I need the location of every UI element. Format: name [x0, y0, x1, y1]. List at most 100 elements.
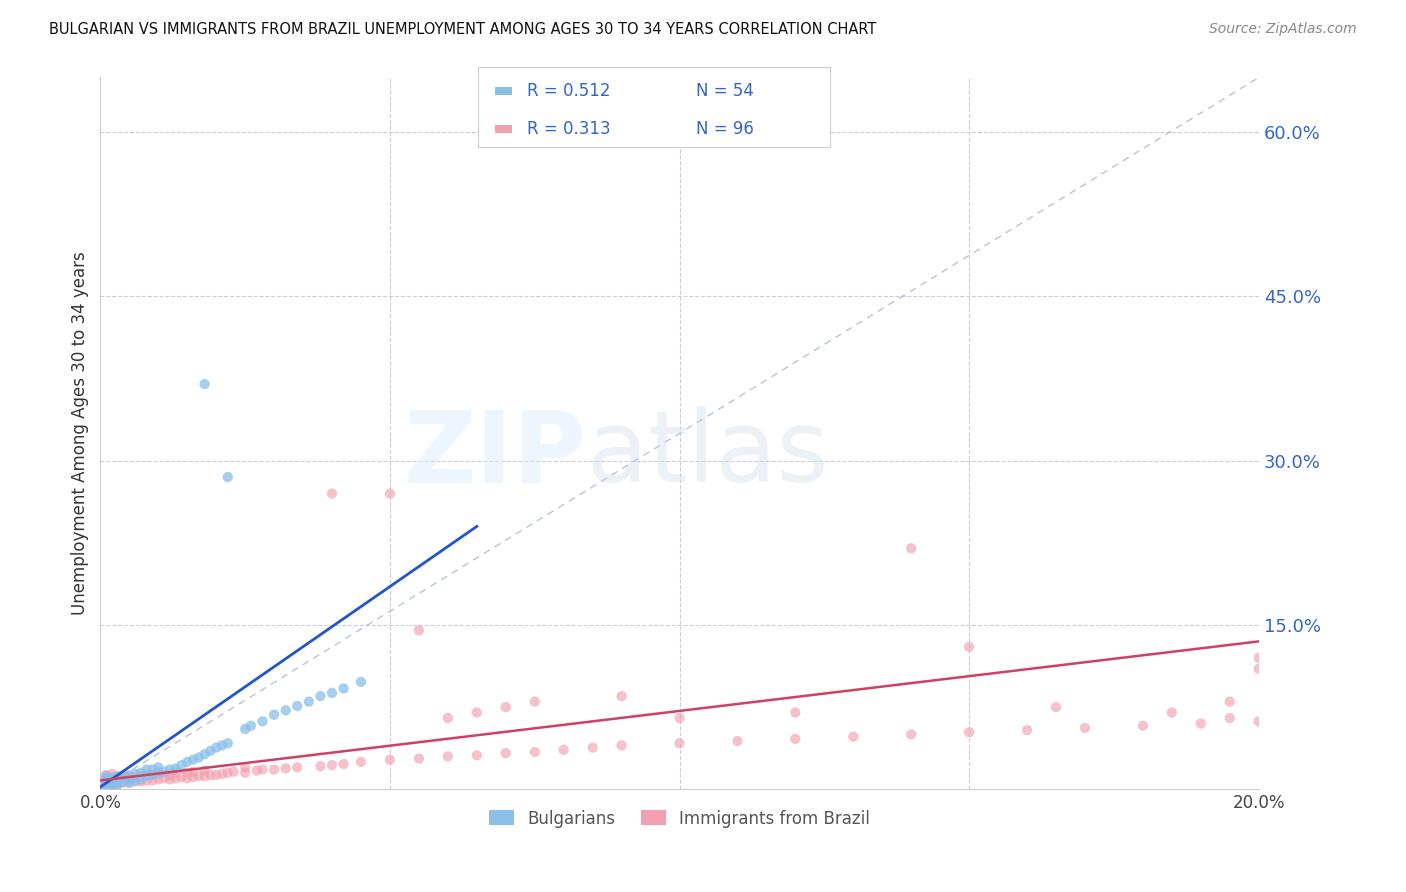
Text: Source: ZipAtlas.com: Source: ZipAtlas.com [1209, 22, 1357, 37]
Point [135, 769, 157, 783]
Point [1160, 706, 1182, 720]
Point [118, 769, 141, 783]
Point [101, 767, 124, 781]
Point [176, 771, 198, 785]
Point [495, 746, 517, 760]
Point [321, 686, 343, 700]
Point [148, 760, 170, 774]
Point [668, 711, 690, 725]
Point [957, 725, 980, 739]
Point [159, 772, 181, 787]
Point [194, 747, 217, 761]
Point [107, 775, 129, 789]
Point [135, 768, 157, 782]
Point [222, 764, 245, 779]
Point [135, 773, 157, 788]
Point [94, 768, 117, 782]
Point [101, 770, 124, 784]
Point [1074, 721, 1097, 735]
Point [252, 714, 274, 729]
Point [217, 736, 239, 750]
Point [107, 772, 129, 787]
Point [205, 768, 228, 782]
Point [118, 775, 141, 789]
Point [200, 744, 222, 758]
Point [181, 764, 204, 779]
Point [523, 745, 546, 759]
Point [309, 759, 332, 773]
Point [101, 779, 124, 793]
Point [118, 772, 141, 787]
Point [148, 765, 170, 780]
Point [408, 751, 430, 765]
Text: atlas: atlas [586, 406, 828, 503]
Point [141, 768, 163, 782]
Point [495, 700, 517, 714]
Point [378, 486, 401, 500]
Point [285, 698, 308, 713]
Point [350, 674, 373, 689]
Point [900, 727, 922, 741]
Point [321, 758, 343, 772]
Point [159, 768, 181, 782]
Legend: Bulgarians, Immigrants from Brazil: Bulgarians, Immigrants from Brazil [482, 803, 876, 834]
Point [176, 765, 198, 780]
Point [1015, 723, 1038, 737]
Point [217, 765, 239, 780]
Point [900, 541, 922, 556]
Point [233, 765, 256, 780]
Point [94, 779, 117, 793]
Point [101, 777, 124, 791]
Point [727, 734, 749, 748]
Point [129, 765, 152, 780]
Point [118, 768, 141, 782]
Point [94, 771, 117, 785]
Point [112, 769, 135, 783]
Point [124, 770, 146, 784]
Point [118, 775, 141, 789]
Point [842, 730, 865, 744]
Point [200, 768, 222, 782]
Point [129, 774, 152, 789]
Point [89, 773, 111, 788]
Point [1132, 719, 1154, 733]
Point [153, 771, 176, 785]
Point [170, 770, 193, 784]
Point [465, 748, 488, 763]
Point [170, 758, 193, 772]
Text: R = 0.512: R = 0.512 [527, 82, 610, 101]
Point [233, 722, 256, 736]
Point [124, 773, 146, 788]
Text: BULGARIAN VS IMMIGRANTS FROM BRAZIL UNEMPLOYMENT AMONG AGES 30 TO 34 YEARS CORRE: BULGARIAN VS IMMIGRANTS FROM BRAZIL UNEM… [49, 22, 876, 37]
Point [285, 760, 308, 774]
Point [785, 706, 807, 720]
Point [298, 695, 321, 709]
Point [274, 761, 297, 775]
Point [135, 763, 157, 777]
Point [94, 774, 117, 789]
Point [263, 707, 285, 722]
Point [668, 736, 690, 750]
Point [211, 739, 233, 753]
Point [107, 770, 129, 784]
Point [1219, 695, 1241, 709]
Point [1247, 714, 1270, 729]
Point [523, 695, 546, 709]
Point [194, 377, 217, 392]
Point [610, 739, 633, 753]
Point [437, 749, 460, 764]
Point [148, 772, 170, 787]
Point [1219, 711, 1241, 725]
Point [148, 767, 170, 781]
Point [112, 772, 135, 787]
Point [211, 767, 233, 781]
Point [101, 779, 124, 793]
Point [94, 777, 117, 791]
Point [332, 757, 354, 772]
Point [101, 777, 124, 791]
Point [124, 774, 146, 789]
Point [239, 719, 262, 733]
Y-axis label: Unemployment Among Ages 30 to 34 years: Unemployment Among Ages 30 to 34 years [72, 252, 89, 615]
Point [378, 753, 401, 767]
Point [194, 764, 217, 778]
